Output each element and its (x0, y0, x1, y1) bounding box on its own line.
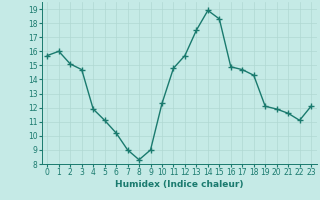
X-axis label: Humidex (Indice chaleur): Humidex (Indice chaleur) (115, 180, 244, 189)
